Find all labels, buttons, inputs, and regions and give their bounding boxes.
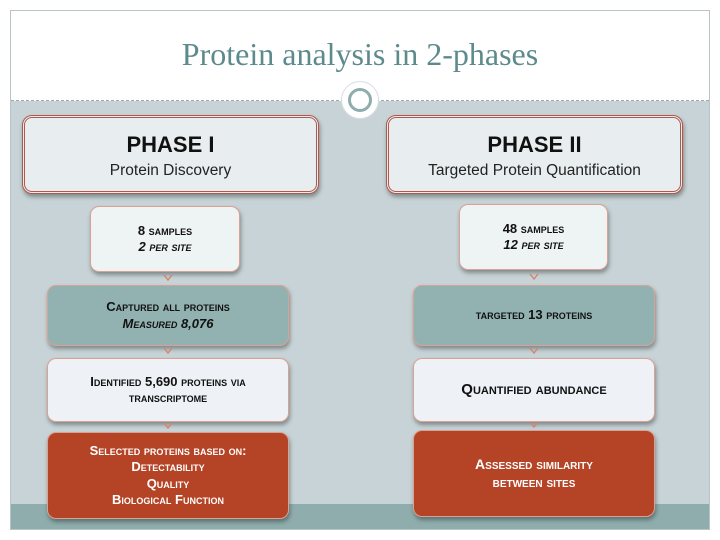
arrow-down-icon — [529, 421, 539, 429]
phase2-step-samples: 48 samples 12 per site — [459, 204, 608, 270]
phase2-step-targeted: targeted 13 proteins — [413, 285, 655, 346]
phase1-step-samples: 8 samples 2 per site — [90, 206, 240, 272]
phase2-step-samples-line1: 48 samples — [502, 220, 565, 236]
phase1-step-captured-line1: Captured all proteins — [106, 299, 230, 315]
arrow-down-icon — [529, 273, 539, 281]
phase1-step-selected-line1: Selected proteins based on: — [89, 443, 247, 458]
phase2-step-quantified-line1: Quantified abundance — [461, 380, 607, 398]
phase1-step-selected: Selected proteins based on: Detectabilit… — [47, 432, 289, 519]
phase2-subtitle: Targeted Protein Quantification — [428, 162, 641, 179]
ring-inner — [348, 88, 372, 112]
arrow-down-icon — [163, 274, 173, 282]
phase1-step-samples-line2: 2 per site — [138, 239, 192, 254]
phase1-step-captured-line2: Measured 8,076 — [122, 315, 214, 331]
phase2-header: PHASE II Targeted Protein Quantification — [386, 115, 683, 194]
phase1-header: PHASE I Protein Discovery — [22, 115, 319, 194]
phase1-step-selected-line4: Biological Function — [112, 491, 224, 507]
phase2-step-assessed-line1: Assessed similarity — [475, 456, 593, 472]
arrow-down-icon — [163, 347, 173, 355]
phase1-step-captured: Captured all proteins Measured 8,076 — [47, 285, 289, 346]
phase1-title: PHASE I — [126, 132, 215, 157]
slide-title: Protein analysis in 2-phases — [181, 36, 539, 72]
phase1-step-identified-line2: transcriptome — [128, 390, 208, 405]
arrow-down-icon — [529, 347, 539, 355]
phase2-step-samples-line2: 12 per site — [503, 237, 564, 252]
phase2-step-assessed-line2: between sites — [492, 473, 576, 490]
ring-ornament-icon — [341, 81, 379, 119]
phase2-title: PHASE II — [487, 132, 582, 157]
phase1-step-samples-line1: 8 samples — [137, 222, 193, 238]
phase1-subtitle: Protein Discovery — [109, 162, 232, 179]
slide-frame — [10, 10, 710, 530]
phase1-step-selected-line3: Quality — [146, 475, 190, 491]
phase2-step-assessed: Assessed similarity between sites — [413, 430, 655, 517]
phase1-step-identified: Identified 5,690 proteins via transcript… — [47, 358, 289, 422]
phase1-step-selected-line2: Detectability — [131, 459, 205, 475]
arrow-down-icon — [163, 422, 173, 430]
phase2-step-quantified: Quantified abundance — [413, 358, 655, 422]
phase1-step-identified-line1: Identified 5,690 proteins via — [90, 373, 246, 389]
phase2-step-targeted-line1: targeted 13 proteins — [475, 307, 593, 323]
